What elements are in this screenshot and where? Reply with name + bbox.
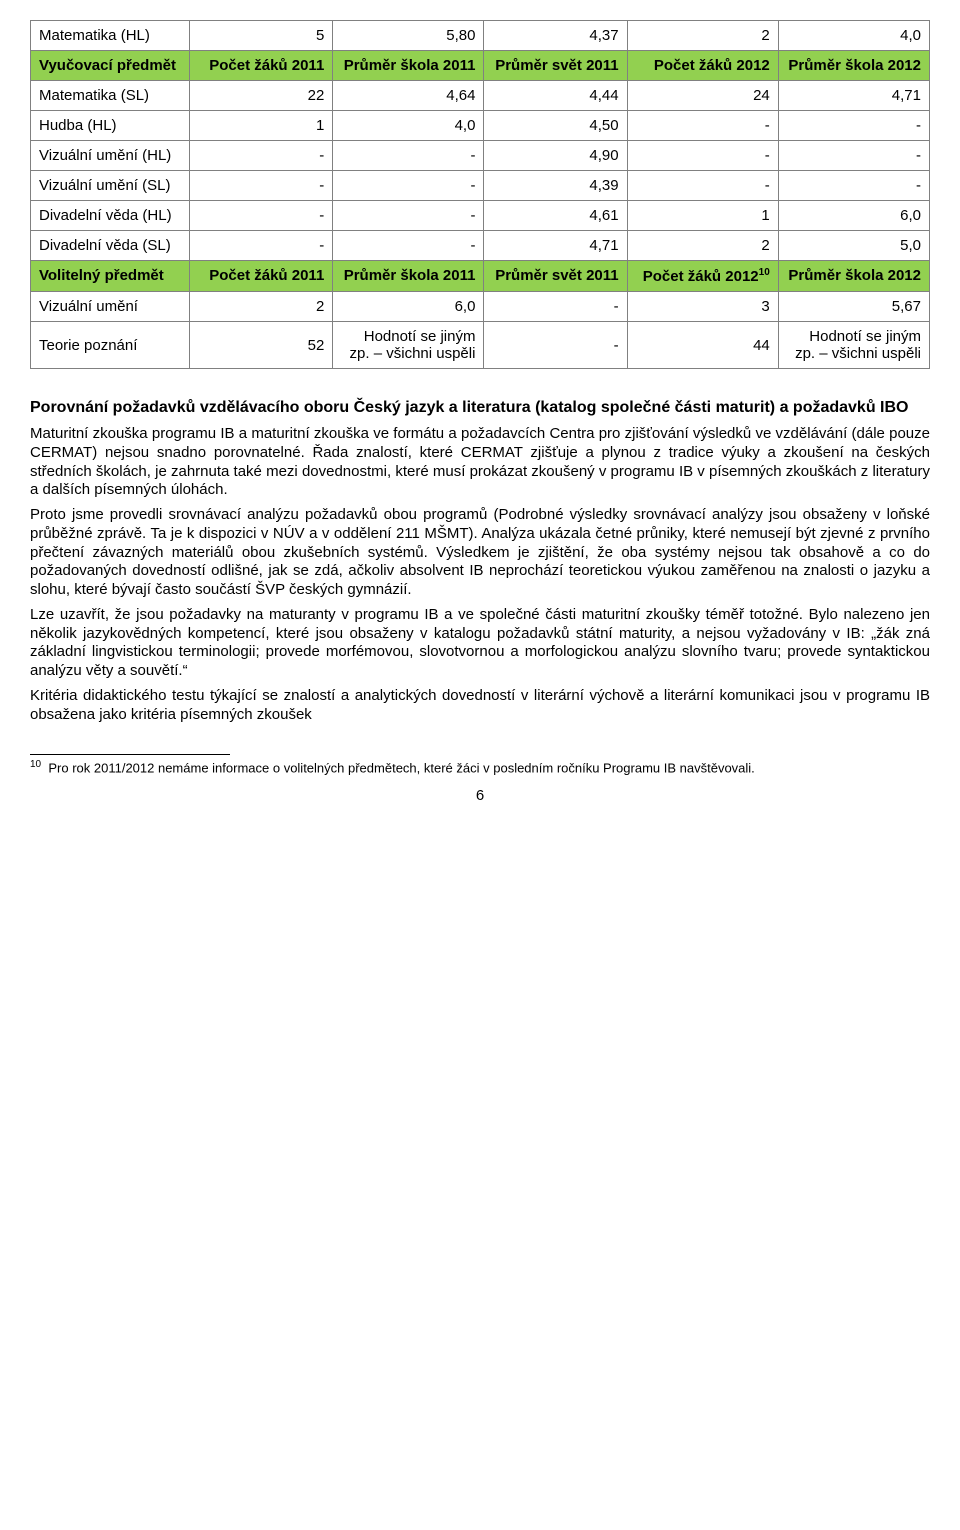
paragraph: Lze uzavřít, že jsou požadavky na matura… bbox=[30, 606, 930, 681]
header-cell: Průměr svět 2011 bbox=[484, 261, 627, 292]
header-cell: Průměr škola 2012 bbox=[778, 261, 929, 292]
table-row: Vizuální umění (HL) - - 4,90 - - bbox=[31, 141, 930, 171]
cell-subject: Teorie poznání bbox=[31, 322, 190, 369]
cell: 4,0 bbox=[333, 111, 484, 141]
cell: 2 bbox=[627, 21, 778, 51]
cell-subject: Divadelní věda (SL) bbox=[31, 231, 190, 261]
cell: - bbox=[627, 141, 778, 171]
footnote-divider bbox=[30, 754, 230, 755]
cell: 2 bbox=[627, 231, 778, 261]
cell-subject: Vizuální umění bbox=[31, 292, 190, 322]
table-row: Divadelní věda (HL) - - 4,61 1 6,0 bbox=[31, 201, 930, 231]
cell: 4,39 bbox=[484, 171, 627, 201]
table-row: Vizuální umění (SL) - - 4,39 - - bbox=[31, 171, 930, 201]
table-row: Divadelní věda (SL) - - 4,71 2 5,0 bbox=[31, 231, 930, 261]
cell: 44 bbox=[627, 322, 778, 369]
cell: - bbox=[333, 231, 484, 261]
table-row: Matematika (HL) 5 5,80 4,37 2 4,0 bbox=[31, 21, 930, 51]
cell: 3 bbox=[627, 292, 778, 322]
cell: - bbox=[484, 292, 627, 322]
cell: - bbox=[484, 322, 627, 369]
cell: 1 bbox=[627, 201, 778, 231]
header-cell: Průměr škola 2012 bbox=[778, 51, 929, 81]
cell: 24 bbox=[627, 81, 778, 111]
cell: 4,50 bbox=[484, 111, 627, 141]
table-row: Matematika (SL) 22 4,64 4,44 24 4,71 bbox=[31, 81, 930, 111]
paragraph: Kritéria didaktického testu týkající se … bbox=[30, 687, 930, 725]
paragraph: Maturitní zkouška programu IB a maturitn… bbox=[30, 425, 930, 500]
cell: - bbox=[778, 111, 929, 141]
cell-subject: Hudba (HL) bbox=[31, 111, 190, 141]
cell: 4,37 bbox=[484, 21, 627, 51]
section-heading: Porovnání požadavků vzdělávacího oboru Č… bbox=[30, 399, 930, 417]
cell: 4,90 bbox=[484, 141, 627, 171]
cell-subject: Vizuální umění (HL) bbox=[31, 141, 190, 171]
cell: - bbox=[190, 231, 333, 261]
table-header-row: Volitelný předmět Počet žáků 2011 Průměr… bbox=[31, 261, 930, 292]
cell: 22 bbox=[190, 81, 333, 111]
table-row: Teorie poznání 52 Hodnotí se jiným zp. –… bbox=[31, 322, 930, 369]
table-row: Hudba (HL) 1 4,0 4,50 - - bbox=[31, 111, 930, 141]
cell: 4,61 bbox=[484, 201, 627, 231]
cell: 5,80 bbox=[333, 21, 484, 51]
cell: - bbox=[627, 111, 778, 141]
footnote: 10 Pro rok 2011/2012 nemáme informace o … bbox=[30, 759, 930, 777]
cell: 2 bbox=[190, 292, 333, 322]
cell: Hodnotí se jiným zp. – všichni uspěli bbox=[333, 322, 484, 369]
cell: - bbox=[778, 171, 929, 201]
header-cell: Průměr škola 2011 bbox=[333, 51, 484, 81]
cell: 5,67 bbox=[778, 292, 929, 322]
cell-subject: Matematika (SL) bbox=[31, 81, 190, 111]
header-cell: Volitelný předmět bbox=[31, 261, 190, 292]
cell-subject: Vizuální umění (SL) bbox=[31, 171, 190, 201]
cell: 4,71 bbox=[484, 231, 627, 261]
paragraph: Proto jsme provedli srovnávací analýzu p… bbox=[30, 506, 930, 600]
cell: - bbox=[333, 201, 484, 231]
header-cell: Počet žáků 2011 bbox=[190, 51, 333, 81]
cell: 5,0 bbox=[778, 231, 929, 261]
cell: - bbox=[333, 141, 484, 171]
cell-subject: Matematika (HL) bbox=[31, 21, 190, 51]
cell: 5 bbox=[190, 21, 333, 51]
header-cell: Počet žáků 201210 bbox=[627, 261, 778, 292]
cell: - bbox=[190, 201, 333, 231]
cell: 1 bbox=[190, 111, 333, 141]
header-cell: Průměr svět 2011 bbox=[484, 51, 627, 81]
cell: 4,64 bbox=[333, 81, 484, 111]
cell: 4,71 bbox=[778, 81, 929, 111]
cell: 4,44 bbox=[484, 81, 627, 111]
header-cell: Počet žáků 2011 bbox=[190, 261, 333, 292]
cell: 4,0 bbox=[778, 21, 929, 51]
footnote-number: 10 bbox=[30, 759, 41, 770]
footnote-text: Pro rok 2011/2012 nemáme informace o vol… bbox=[48, 761, 754, 776]
cell: - bbox=[190, 141, 333, 171]
cell: 52 bbox=[190, 322, 333, 369]
table-row: Vizuální umění 2 6,0 - 3 5,67 bbox=[31, 292, 930, 322]
cell: 6,0 bbox=[778, 201, 929, 231]
cell: - bbox=[190, 171, 333, 201]
page-number: 6 bbox=[30, 787, 930, 804]
cell: Hodnotí se jiným zp. – všichni uspěli bbox=[778, 322, 929, 369]
cell: 6,0 bbox=[333, 292, 484, 322]
cell: - bbox=[627, 171, 778, 201]
header-cell: Průměr škola 2011 bbox=[333, 261, 484, 292]
table-header-row: Vyučovací předmět Počet žáků 2011 Průměr… bbox=[31, 51, 930, 81]
header-cell: Vyučovací předmět bbox=[31, 51, 190, 81]
cell: - bbox=[778, 141, 929, 171]
results-table: Matematika (HL) 5 5,80 4,37 2 4,0 Vyučov… bbox=[30, 20, 930, 369]
cell: - bbox=[333, 171, 484, 201]
header-cell: Počet žáků 2012 bbox=[627, 51, 778, 81]
cell-subject: Divadelní věda (HL) bbox=[31, 201, 190, 231]
